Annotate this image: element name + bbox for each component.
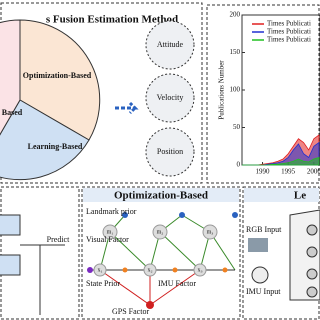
- panel-title: Le: [294, 190, 306, 202]
- arrow: [115, 101, 139, 115]
- node-label: m₃: [207, 229, 214, 235]
- factor-label: GPS Factor: [112, 307, 149, 316]
- sector: [0, 99, 90, 181]
- x-tick-label: 1990: [256, 168, 271, 176]
- factor-label: State Prior: [86, 279, 120, 288]
- imu-icon: [251, 266, 269, 284]
- sector-label: Optimization-Based: [23, 71, 92, 80]
- landmark-node: [122, 212, 128, 218]
- neurons: [306, 224, 318, 298]
- factor-label: Landmark prior: [86, 207, 137, 216]
- output-node: [145, 73, 195, 123]
- rgb-image: [248, 238, 268, 252]
- y-tick-label: 50: [233, 123, 241, 131]
- panel: [206, 4, 320, 184]
- output-node: [145, 20, 195, 70]
- landmark-node: [232, 212, 238, 218]
- sector: [19, 19, 101, 141]
- output-node: [145, 127, 195, 177]
- factor-label: Visual Factor: [86, 235, 129, 244]
- node-label: x₂: [147, 267, 152, 273]
- y-tick-label: 100: [230, 86, 241, 94]
- output-label: Attitude: [157, 40, 184, 49]
- imu-factors: [122, 267, 228, 273]
- node-label: m₁: [107, 229, 114, 235]
- box: [0, 254, 21, 276]
- landmark-node: [179, 212, 185, 218]
- sector: [0, 19, 21, 136]
- factor-label: IMU Factor: [158, 279, 196, 288]
- node-label: m₂: [157, 229, 164, 235]
- sector-label: Learning-Based: [28, 142, 83, 151]
- y-tick-label: 200: [230, 11, 241, 19]
- node-label: x₁: [97, 267, 102, 273]
- output-label: Position: [157, 147, 183, 156]
- panel-title: Optimization-Based: [114, 190, 208, 202]
- y-tick-label: 0: [237, 161, 241, 169]
- panel-header: [83, 188, 239, 202]
- label: Predict: [47, 235, 70, 244]
- sector-label: Based: [2, 108, 23, 117]
- outputs: Attitude Velocity Position: [145, 20, 195, 177]
- panel-title: s Fusion Estimation Method: [46, 14, 178, 26]
- edges: [90, 214, 236, 306]
- output-label: Velocity: [157, 93, 184, 102]
- x-tick-label: 1995: [281, 168, 296, 176]
- input-label: IMU Input: [246, 287, 281, 296]
- legend-label: Times Publicati: [267, 28, 311, 36]
- factors: [93, 224, 218, 277]
- node-label: x₃: [197, 267, 202, 273]
- input-label: RGB Input: [246, 225, 282, 234]
- y-tick-label: 150: [230, 48, 241, 56]
- state-prior: [87, 267, 93, 273]
- legend-label: Times Publicati: [267, 20, 311, 28]
- gps-factor: [146, 301, 154, 309]
- area: [242, 156, 320, 166]
- connector: [20, 244, 65, 315]
- box: [0, 214, 21, 236]
- legend-label: Times Publicati: [267, 36, 311, 44]
- panel-header: [244, 188, 319, 202]
- x-tick-label: 2000: [307, 168, 320, 176]
- y-axis-label: Publications Number: [218, 60, 226, 120]
